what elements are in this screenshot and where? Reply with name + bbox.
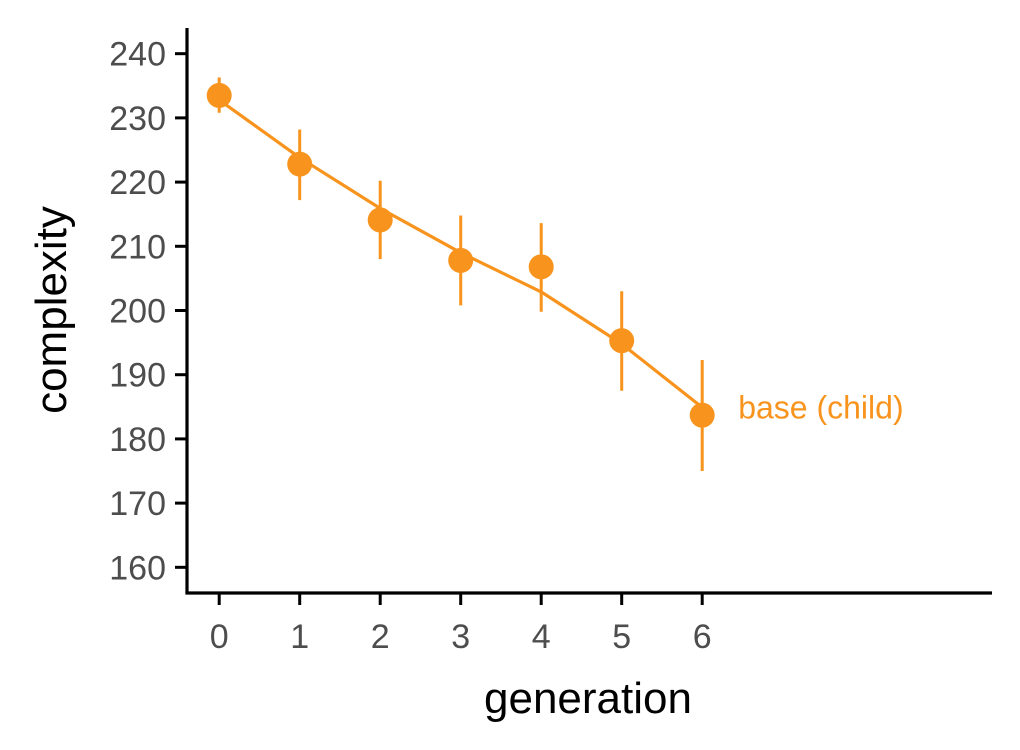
y-tick-label: 180	[109, 421, 166, 459]
y-tick-label: 210	[109, 228, 166, 266]
y-tick-label: 220	[109, 164, 166, 202]
y-ticks: 160 170 180 190 200 210 220 230 240	[109, 36, 187, 587]
y-tick-label: 230	[109, 100, 166, 138]
data-point	[609, 328, 635, 354]
y-tick-label: 200	[109, 293, 166, 331]
y-tick-label: 190	[109, 357, 166, 395]
series-label: base (child)	[738, 389, 903, 425]
y-tick-label: 160	[109, 549, 166, 587]
y-axis-title: complexity	[27, 206, 76, 414]
x-tick-label: 4	[532, 618, 551, 656]
x-tick-label: 6	[693, 618, 712, 656]
data-point	[206, 82, 232, 108]
data-point	[448, 247, 474, 273]
x-tick-label: 0	[210, 618, 229, 656]
x-tick-label: 3	[451, 618, 470, 656]
plot-area: base (child)	[206, 77, 904, 472]
data-point	[528, 254, 554, 280]
axes	[185, 28, 992, 595]
x-tick-label: 5	[612, 618, 631, 656]
y-tick-label: 170	[109, 485, 166, 523]
x-tick-label: 1	[290, 618, 309, 656]
x-tick-label: 2	[371, 618, 390, 656]
data-point	[287, 151, 313, 177]
x-axis-title: generation	[484, 674, 692, 723]
x-ticks: 0 1 2 3 4 5 6	[210, 593, 712, 656]
data-point	[367, 207, 393, 233]
y-tick-label: 240	[109, 36, 166, 74]
data-point	[689, 402, 715, 428]
